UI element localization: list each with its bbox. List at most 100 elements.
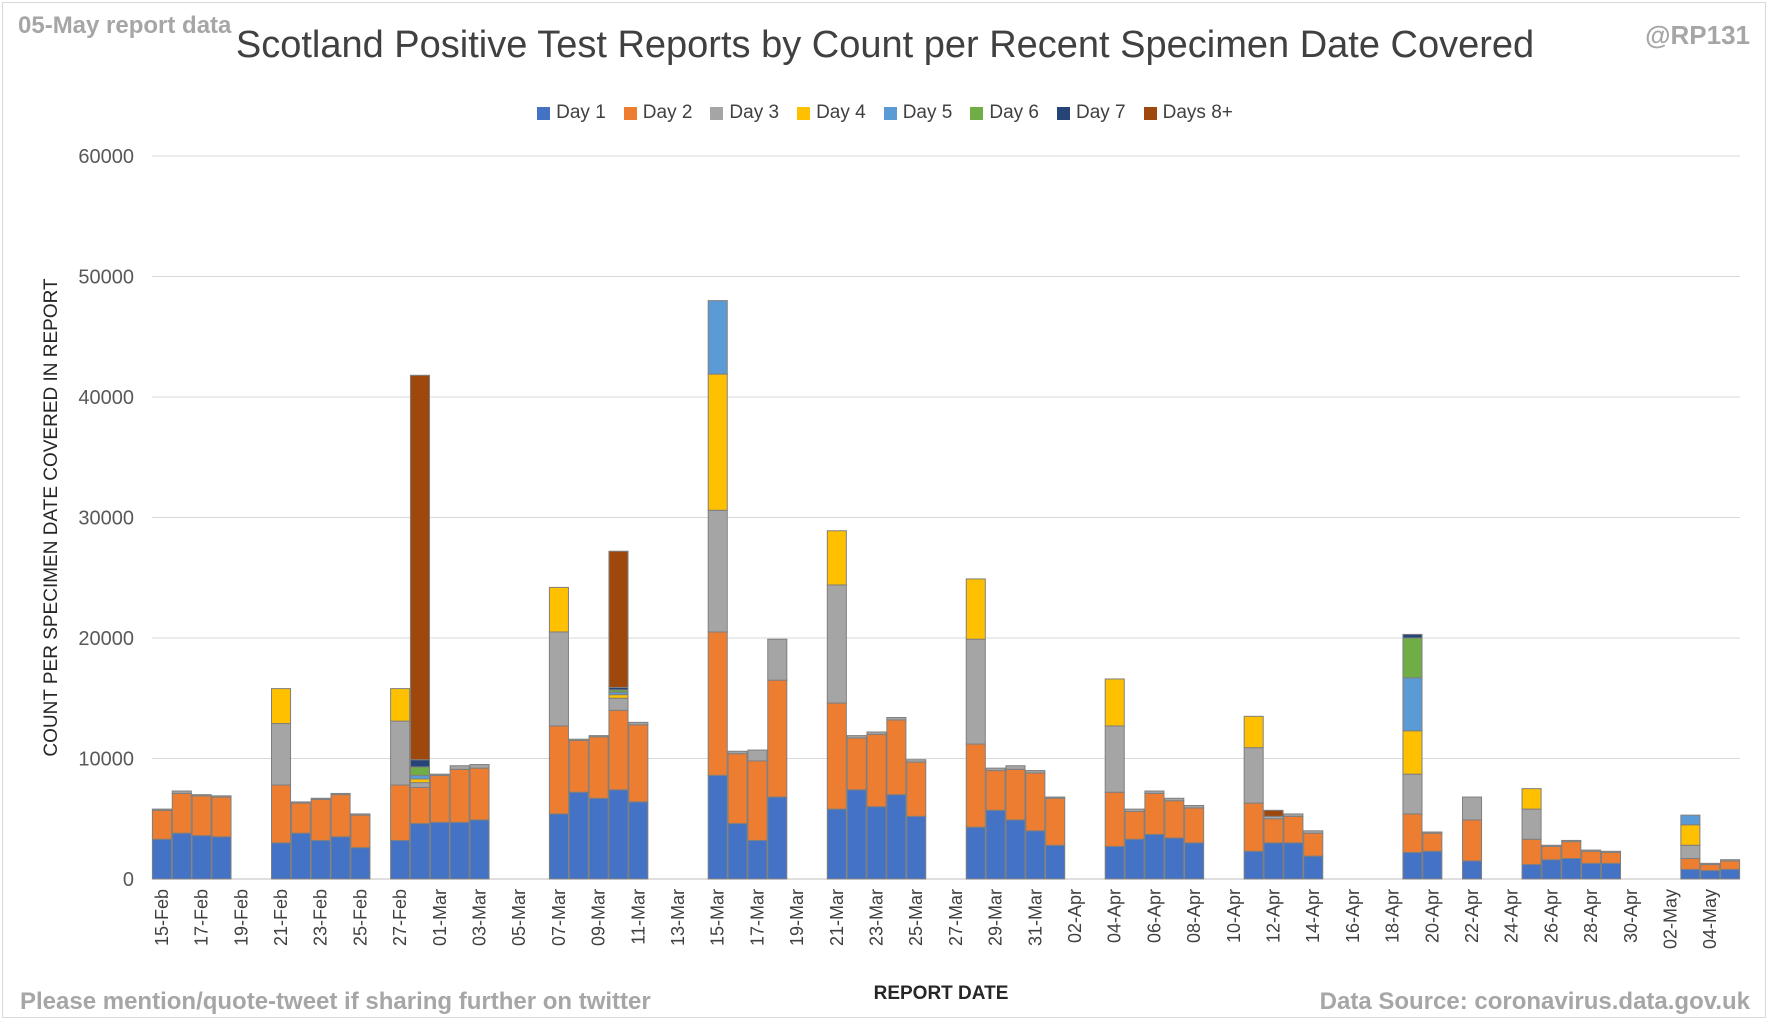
- bar-segment: [1541, 859, 1562, 880]
- bar-segment: [191, 835, 212, 880]
- bar-segment: [469, 819, 490, 880]
- bar-segment: [985, 770, 1006, 811]
- bar-segment: [1680, 858, 1701, 870]
- bar-segment: [310, 798, 331, 841]
- bar-segment: [1680, 824, 1701, 846]
- x-tick-label: 01-Mar: [430, 889, 450, 946]
- bar-segment: [608, 550, 629, 688]
- bar-segment: [965, 578, 986, 640]
- bar-segment: [866, 806, 887, 880]
- bar-segment: [390, 784, 411, 841]
- bar-segment: [1243, 715, 1264, 749]
- bar-segment: [1700, 870, 1721, 880]
- x-tick-label: 03-Mar: [470, 889, 490, 946]
- bar-segment: [826, 808, 847, 880]
- bar-segment: [1680, 868, 1701, 880]
- bar-segment: [1402, 677, 1423, 732]
- bar-segment: [1184, 807, 1205, 844]
- legend-swatch: [537, 106, 551, 120]
- bar-segment: [1283, 813, 1304, 817]
- x-tick-label: 05-Mar: [509, 889, 529, 946]
- bar-segment: [1045, 796, 1066, 799]
- bar-segment: [310, 797, 331, 800]
- bar-segment: [1243, 802, 1264, 852]
- legend-swatch: [1143, 106, 1157, 120]
- bar-segment: [1720, 860, 1741, 870]
- bar-segment: [191, 794, 212, 797]
- bar-segment: [965, 743, 986, 828]
- bar-segment: [469, 767, 490, 821]
- bar-segment: [409, 778, 431, 784]
- x-tick-label: 23-Feb: [311, 889, 331, 946]
- bar-segment: [1124, 811, 1145, 840]
- bar-segment: [290, 832, 311, 880]
- x-tick-label: 15-Mar: [708, 889, 728, 946]
- x-tick-label: 04-May: [1700, 889, 1720, 949]
- x-tick-label: 17-Mar: [747, 889, 767, 946]
- x-tick-label: 07-Mar: [549, 889, 569, 946]
- bar-segment: [1263, 818, 1284, 844]
- bar-segment: [171, 790, 192, 794]
- bar-segment: [1164, 837, 1185, 880]
- bar-segment: [1303, 830, 1324, 834]
- legend-label: Day 1: [556, 102, 606, 123]
- x-tick-label: 29-Mar: [986, 889, 1006, 946]
- legend-label: Day 7: [1075, 102, 1126, 123]
- bar-segment: [1720, 868, 1741, 880]
- bar-segment: [350, 847, 371, 880]
- bar-segment: [409, 823, 431, 880]
- bar-segment: [1561, 858, 1582, 880]
- bar-segment: [1680, 844, 1701, 860]
- bar-segment: [727, 750, 748, 755]
- bar-segment: [608, 697, 629, 711]
- bar-segment: [1461, 819, 1483, 862]
- legend-label: Day 5: [902, 102, 953, 123]
- x-tick-label: 09-Mar: [589, 889, 609, 946]
- bar-segment: [548, 813, 569, 880]
- bar-segment: [1184, 804, 1205, 809]
- bar-segment: [1104, 678, 1125, 727]
- bar-segment: [211, 795, 232, 798]
- bar-segment: [1541, 845, 1562, 861]
- bar-segment: [826, 584, 847, 704]
- bar-segment: [965, 826, 986, 880]
- bar-segment: [965, 638, 986, 745]
- bar-segment: [350, 813, 371, 816]
- bar-segment: [1005, 819, 1026, 880]
- y-axis-title: COUNT PER SPECIMEN DATE COVERED IN REPOR…: [41, 278, 62, 757]
- bar-segment: [906, 759, 927, 763]
- x-tick-label: 16-Apr: [1343, 889, 1363, 943]
- bar-segment: [1581, 850, 1602, 864]
- bar-segment: [1720, 859, 1741, 862]
- bar-segment: [767, 796, 788, 880]
- bar-segment: [211, 836, 232, 880]
- legend-item: Day 4: [797, 102, 866, 124]
- bar-segment: [1104, 791, 1125, 847]
- x-tick-label: 08-Apr: [1184, 889, 1204, 943]
- x-tick-label: 12-Apr: [1264, 889, 1284, 943]
- bar-segment: [429, 821, 450, 880]
- bar-segment: [1263, 842, 1284, 880]
- y-tick-label: 60000: [78, 146, 134, 168]
- bar-segment: [409, 774, 431, 780]
- bar-segment: [628, 801, 649, 880]
- bar-segment: [1104, 845, 1125, 880]
- bar-segment: [171, 792, 192, 834]
- x-tick-label: 26-Apr: [1541, 889, 1561, 943]
- x-tick-label: 30-Apr: [1621, 889, 1641, 943]
- bar-segment: [1521, 838, 1542, 866]
- bar-segment: [429, 774, 450, 823]
- bar-segment: [310, 839, 331, 880]
- bar-segment: [449, 768, 470, 823]
- bar-segment: [767, 679, 788, 798]
- bar-segment: [1283, 842, 1304, 880]
- legend-label: Day 6: [989, 102, 1039, 123]
- bar-segment: [608, 694, 629, 699]
- bar-segment: [1144, 833, 1165, 880]
- bar-segment: [628, 721, 649, 726]
- bar-segment: [330, 794, 351, 838]
- x-tick-label: 18-Apr: [1383, 889, 1403, 943]
- bar-segment: [906, 815, 927, 880]
- x-tick-label: 15-Feb: [152, 889, 172, 946]
